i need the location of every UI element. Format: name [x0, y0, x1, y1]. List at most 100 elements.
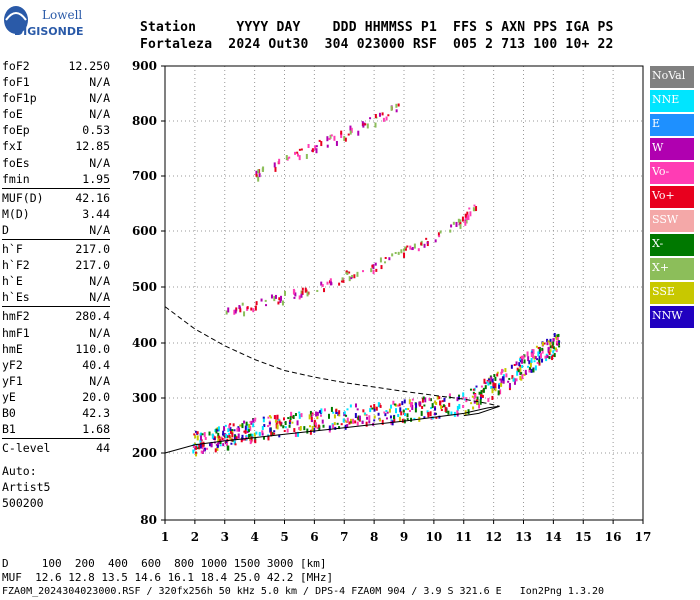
- echo-point: [478, 391, 481, 395]
- echo-point: [434, 239, 437, 243]
- echo-point: [194, 447, 197, 450]
- echo-point: [350, 130, 353, 133]
- echo-point: [479, 399, 482, 404]
- echo-point: [384, 413, 387, 417]
- echo-point: [294, 432, 297, 438]
- echo-point: [384, 261, 387, 264]
- echo-point: [323, 288, 326, 293]
- echo-point: [315, 411, 318, 417]
- echo-point: [280, 295, 283, 301]
- echo-point: [526, 351, 529, 357]
- echo-point: [192, 449, 195, 454]
- echo-point: [406, 418, 409, 421]
- y-tick-label: 200: [132, 446, 157, 460]
- echo-point: [340, 130, 343, 135]
- footer-file-row: FZA0M_2024304023000.RSF / 320fx256h 50 k…: [2, 586, 605, 597]
- echo-point: [257, 169, 260, 174]
- echo-point: [351, 274, 354, 278]
- echo-point: [502, 376, 505, 382]
- echo-point: [467, 409, 470, 415]
- echo-point: [410, 401, 413, 406]
- echo-point: [255, 174, 258, 178]
- echo-point: [458, 223, 461, 226]
- echo-point: [249, 437, 252, 442]
- x-tick-label: 16: [605, 530, 622, 544]
- echo-point: [346, 270, 349, 275]
- echo-point: [469, 388, 472, 391]
- echo-point: [345, 270, 348, 273]
- echo-point: [340, 423, 343, 426]
- echo-point: [254, 419, 257, 422]
- echo-point: [480, 390, 483, 396]
- param-name: hmF2: [2, 309, 30, 324]
- echo-point: [511, 375, 514, 380]
- echo-point: [516, 367, 519, 371]
- echo-point: [402, 409, 405, 413]
- echo-point: [466, 211, 469, 217]
- param-name: yF1: [2, 373, 23, 388]
- divider: [2, 438, 110, 440]
- echo-point: [199, 435, 202, 441]
- echo-point: [348, 271, 351, 274]
- echo-point: [244, 438, 247, 441]
- echo-point: [225, 440, 228, 445]
- param-name: M(D): [2, 206, 30, 221]
- legend: NoVal NNE E W Vo- Vo+ SSW X- X+ SSE NNW: [650, 66, 694, 330]
- param-row: B1 1.68: [2, 421, 110, 437]
- echo-point: [321, 284, 324, 288]
- echo-point: [224, 440, 227, 444]
- echo-point: [515, 361, 518, 366]
- echo-point: [507, 380, 510, 383]
- echo-point: [237, 433, 240, 439]
- echo-point: [486, 381, 489, 384]
- echo-point: [305, 289, 308, 292]
- echo-point: [422, 396, 425, 400]
- echo-point: [283, 417, 286, 421]
- echo-point: [223, 439, 226, 442]
- echo-point: [338, 414, 341, 417]
- header-values: Fortaleza 2024 Out30 304 023000 RSF 005 …: [140, 37, 614, 52]
- echo-point: [504, 368, 507, 373]
- echo-point: [261, 430, 264, 434]
- echo-point: [406, 245, 409, 248]
- echo-point: [286, 157, 289, 161]
- echo-point: [213, 441, 216, 444]
- echo-point: [441, 405, 444, 408]
- param-name: foE: [2, 107, 23, 122]
- echo-point: [356, 416, 359, 420]
- x-tick-label: 1: [161, 530, 169, 544]
- echo-point: [515, 378, 518, 382]
- echo-point: [269, 427, 272, 433]
- echo-point: [210, 442, 213, 448]
- echo-point: [328, 137, 331, 140]
- param-name: foF1: [2, 75, 30, 90]
- echo-point: [284, 421, 287, 426]
- param-value: 1.95: [82, 171, 110, 186]
- x-tick-label: 6: [310, 530, 318, 544]
- param-name: D: [2, 222, 9, 237]
- auto-l3: 500200: [2, 496, 44, 511]
- echo-point: [305, 153, 308, 159]
- echo-point: [311, 412, 314, 416]
- param-value: N/A: [89, 274, 110, 289]
- echo-point: [397, 414, 400, 418]
- echo-point: [281, 300, 284, 306]
- echo-point: [276, 414, 279, 420]
- echo-point: [419, 401, 422, 407]
- param-row: hmE 110.0: [2, 341, 110, 357]
- echo-point: [268, 422, 271, 425]
- echo-point: [391, 420, 394, 426]
- echo-point: [193, 433, 196, 436]
- param-value: 110.0: [75, 341, 110, 356]
- echo-point: [546, 340, 549, 346]
- param-name: fxI: [2, 139, 23, 154]
- y-tick-label: 600: [132, 224, 157, 238]
- echo-point: [456, 397, 459, 402]
- echo-point: [380, 265, 383, 270]
- echo-point: [539, 353, 542, 359]
- echo-point: [532, 368, 535, 373]
- echo-point: [373, 415, 376, 419]
- echo-point: [199, 443, 202, 449]
- echo-point: [244, 425, 247, 431]
- param-row: MUF(D) 42.16: [2, 190, 110, 206]
